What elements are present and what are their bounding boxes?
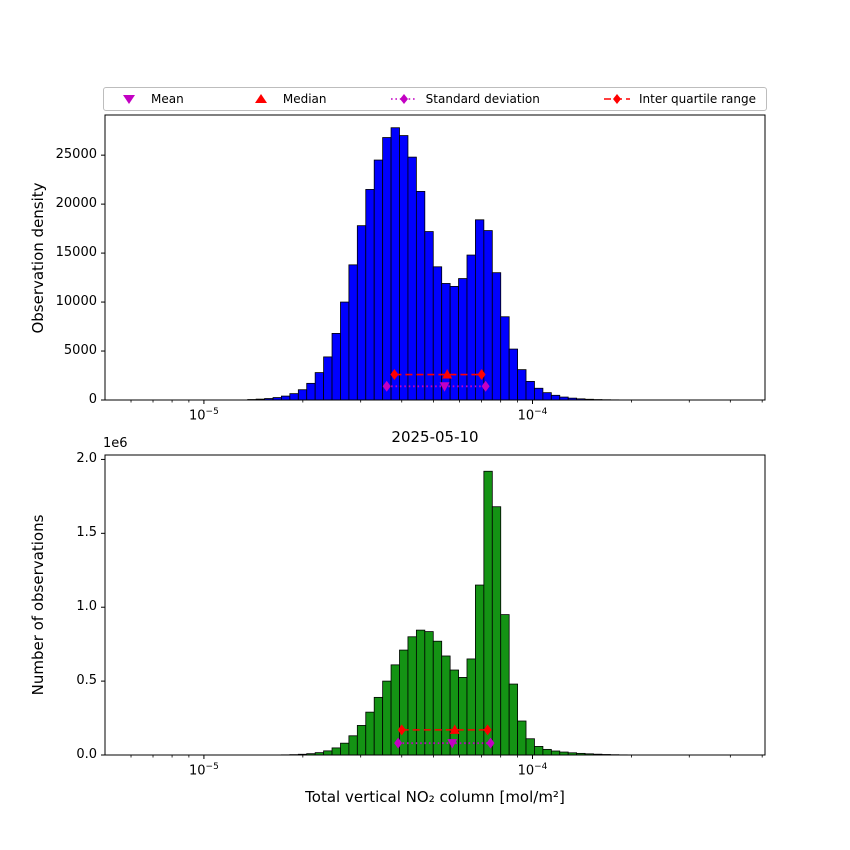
histogram-bar bbox=[348, 264, 358, 401]
legend-item-mean: Mean bbox=[114, 92, 184, 106]
std-deviation-marker bbox=[382, 380, 391, 392]
histogram-bar bbox=[508, 348, 519, 401]
histogram-bar bbox=[348, 735, 358, 756]
histogram-bar bbox=[449, 285, 459, 401]
histogram-bar bbox=[483, 470, 493, 756]
std-deviation-marker bbox=[394, 737, 403, 749]
histogram-bar bbox=[415, 190, 426, 401]
legend-label: Standard deviation bbox=[425, 92, 540, 106]
inter-quartile-range-marker bbox=[390, 369, 399, 381]
histogram-bar bbox=[399, 135, 409, 401]
histogram-bar bbox=[323, 750, 333, 756]
histogram-bar bbox=[340, 742, 350, 756]
histogram-bar bbox=[356, 225, 367, 401]
histogram-bar bbox=[356, 725, 367, 756]
y-tick-label: 1.5 bbox=[76, 525, 97, 541]
histogram-bar bbox=[517, 720, 527, 756]
inter-quartile-range-marker bbox=[477, 369, 486, 381]
histogram-bar bbox=[297, 389, 308, 401]
histogram-bar bbox=[525, 738, 535, 756]
histogram-bar bbox=[314, 372, 325, 401]
histogram-bar bbox=[390, 127, 400, 401]
mean-marker bbox=[439, 382, 450, 392]
histogram-bar bbox=[373, 696, 384, 756]
plot-title: 2025-05-10 bbox=[391, 428, 479, 446]
histogram-bar bbox=[550, 394, 561, 401]
axes-frame bbox=[104, 114, 766, 401]
histogram-bar bbox=[331, 333, 341, 401]
histogram-bar bbox=[323, 356, 333, 401]
histogram-bar bbox=[289, 393, 299, 401]
histogram-bar bbox=[466, 658, 476, 756]
histogram-bar bbox=[331, 747, 341, 756]
x-tick-label: 10−5 bbox=[188, 407, 219, 424]
x-tick-label: 10−4 bbox=[517, 407, 548, 424]
histogram-bar bbox=[542, 748, 552, 756]
histogram-bar bbox=[534, 387, 544, 401]
histogram-bar bbox=[432, 266, 443, 401]
y-tick-label: 5000 bbox=[63, 343, 97, 359]
y-tick-label: 0.0 bbox=[76, 747, 97, 762]
histogram-bar bbox=[373, 159, 384, 401]
y-tick-label: 25000 bbox=[55, 147, 97, 163]
diamond-icon bbox=[604, 94, 631, 104]
median-marker bbox=[442, 369, 453, 379]
y-tick-label: 0 bbox=[88, 392, 97, 407]
histogram-bar bbox=[281, 395, 291, 401]
histogram-bar bbox=[340, 301, 350, 401]
y-axis-offset-text: 1e6 bbox=[103, 436, 128, 451]
axes-frame bbox=[104, 454, 766, 756]
histogram-bar bbox=[525, 380, 535, 401]
diamond-icon bbox=[390, 94, 417, 104]
std-deviation-marker bbox=[481, 380, 490, 392]
histogram-bar bbox=[424, 631, 434, 756]
y-tick-label: 0.5 bbox=[76, 673, 97, 689]
std-deviation-marker bbox=[486, 737, 495, 749]
histogram-bar bbox=[365, 189, 375, 401]
median-marker bbox=[449, 724, 460, 734]
y-tick-label: 2.0 bbox=[76, 451, 97, 467]
histogram-bar bbox=[534, 746, 544, 756]
histogram-bar bbox=[491, 506, 502, 756]
legend: Mean Median Standard deviation Inter quarti… bbox=[103, 87, 767, 111]
mean-marker bbox=[447, 739, 458, 749]
histogram-bar bbox=[399, 649, 409, 756]
histogram-bar bbox=[466, 254, 476, 401]
legend-item-median: Median bbox=[246, 92, 327, 106]
histogram-bar bbox=[407, 156, 417, 401]
histogram-bar bbox=[550, 750, 561, 756]
legend-label: Median bbox=[282, 92, 327, 106]
legend-item-inter-quartile-range: Inter quartile range bbox=[602, 92, 756, 106]
triangle-down-icon bbox=[123, 95, 135, 104]
histogram-bar bbox=[542, 392, 552, 401]
y-tick-label: 15000 bbox=[55, 245, 97, 261]
histogram-bar bbox=[365, 711, 375, 756]
x-tick-label: 10−4 bbox=[517, 762, 548, 779]
histogram-bar bbox=[407, 636, 417, 756]
histogram-bar bbox=[382, 137, 392, 401]
legend-item-standard-deviation: Standard deviation bbox=[389, 92, 540, 106]
legend-label: Inter quartile range bbox=[639, 92, 756, 106]
x-tick-label: 10−5 bbox=[188, 762, 219, 779]
legend-label: Mean bbox=[151, 92, 184, 106]
histogram-bar bbox=[306, 382, 316, 401]
x-axis-label: Total vertical NO₂ column [mol/m²] bbox=[305, 788, 565, 806]
y-tick-label: 1.0 bbox=[76, 599, 97, 615]
histogram-bar bbox=[432, 640, 443, 756]
y-tick-label: 20000 bbox=[55, 196, 97, 212]
inter-quartile-range-marker bbox=[397, 724, 406, 736]
histogram-bar bbox=[517, 369, 527, 401]
y-tick-label: 10000 bbox=[55, 294, 97, 310]
histogram-bar bbox=[508, 683, 519, 756]
histogram-bar bbox=[500, 316, 510, 401]
histogram-bar bbox=[458, 278, 468, 401]
histogram-bar bbox=[491, 272, 502, 401]
histogram-bar bbox=[500, 614, 510, 756]
histogram-bar bbox=[382, 680, 392, 756]
triangle-up-icon bbox=[254, 94, 267, 103]
histogram-bar bbox=[415, 629, 426, 756]
inter-quartile-range-marker bbox=[483, 724, 492, 736]
